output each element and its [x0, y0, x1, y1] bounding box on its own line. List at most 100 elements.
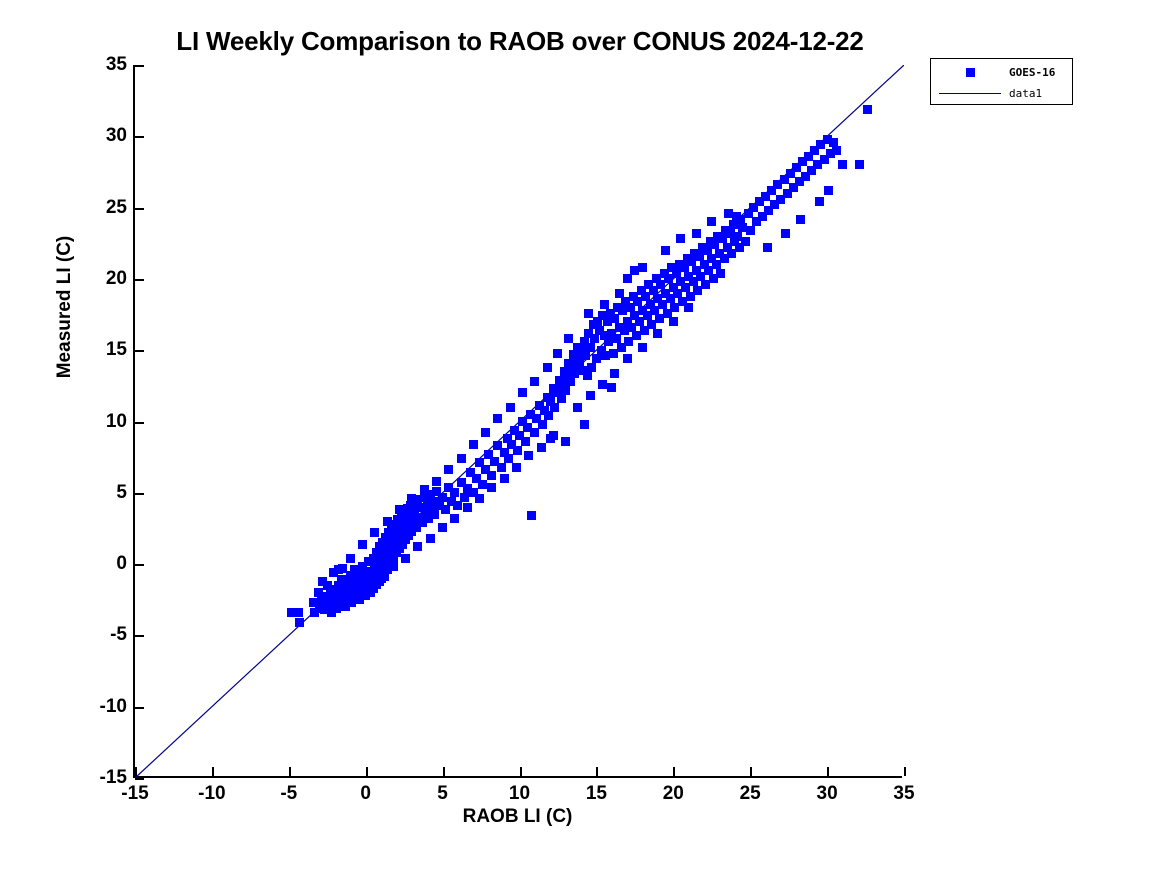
scatter-point	[725, 228, 735, 238]
scatter-point	[837, 160, 847, 170]
scatter-point	[376, 553, 386, 563]
scatter-point	[571, 354, 581, 364]
scatter-point	[339, 602, 349, 612]
scatter-point	[684, 302, 694, 312]
scatter-point	[553, 348, 563, 358]
scatter-point	[338, 563, 348, 573]
scatter-point	[638, 262, 648, 272]
scatter-point	[676, 277, 686, 287]
scatter-point	[565, 377, 575, 387]
y-axis-tick	[135, 421, 144, 424]
legend-label-goes16: GOES-16	[1009, 65, 1056, 79]
y-axis-tick	[135, 136, 144, 139]
scatter-point	[734, 243, 744, 253]
scatter-point	[487, 471, 497, 481]
scatter-point	[551, 388, 561, 398]
scatter-point	[462, 502, 472, 512]
scatter-point	[693, 285, 703, 295]
scatter-point	[438, 522, 448, 532]
scatter-point	[499, 448, 509, 458]
scatter-point	[676, 234, 686, 244]
scatter-point	[585, 342, 595, 352]
scatter-point	[401, 553, 411, 563]
scatter-point	[770, 200, 780, 210]
scatter-point	[468, 488, 478, 498]
legend-square-marker-icon	[931, 67, 1009, 77]
scatter-point	[724, 208, 734, 218]
scatter-point	[741, 237, 751, 247]
scatter-point	[504, 454, 514, 464]
scatter-point	[616, 342, 626, 352]
scatter-point	[411, 522, 421, 532]
scatter-point	[610, 368, 620, 378]
scatter-point	[487, 482, 497, 492]
scatter-point	[578, 365, 588, 375]
scatter-point	[521, 436, 531, 446]
scatter-point	[415, 512, 425, 522]
scatter-point	[579, 419, 589, 429]
scatter-point	[591, 354, 601, 364]
scatter-point	[862, 104, 872, 114]
scatter-point	[364, 582, 374, 592]
scatter-point	[593, 317, 603, 327]
scatter-point	[561, 385, 571, 395]
scatter-point	[447, 496, 457, 506]
scatter-point	[376, 573, 386, 583]
scatter-point	[574, 359, 584, 369]
y-axis-tick	[135, 65, 144, 67]
scatter-point	[428, 496, 438, 506]
scatter-point	[418, 518, 428, 528]
scatter-point	[581, 351, 591, 361]
x-axis-tick	[211, 767, 214, 776]
scatter-point	[668, 282, 678, 292]
x-axis-tick	[288, 767, 291, 776]
scatter-point	[453, 501, 463, 511]
scatter-point	[558, 379, 568, 389]
scatter-point	[315, 603, 325, 613]
scatter-point	[585, 391, 595, 401]
scatter-point	[410, 506, 420, 516]
scatter-point	[659, 268, 669, 278]
scatter-point	[782, 188, 792, 198]
scatter-point	[719, 254, 729, 264]
scatter-point	[333, 580, 343, 590]
scatter-point	[527, 511, 537, 521]
scatter-point	[824, 185, 834, 195]
scatter-point	[456, 454, 466, 464]
scatter-point	[342, 578, 352, 588]
scatter-point	[388, 562, 398, 572]
x-axis-tick-label: 25	[739, 783, 761, 804]
scatter-point	[570, 368, 580, 378]
legend-entry-data1[interactable]: data1	[931, 82, 1072, 104]
scatter-point	[345, 553, 355, 563]
scatter-point	[674, 260, 684, 270]
scatter-point	[493, 441, 503, 451]
scatter-point	[671, 268, 681, 278]
legend-entry-goes16[interactable]: GOES-16	[931, 61, 1072, 83]
x-axis-tick-label: 0	[360, 783, 371, 804]
scatter-point	[287, 608, 297, 618]
y-axis-tick	[135, 350, 144, 353]
scatter-point	[496, 462, 506, 472]
scatter-point	[425, 489, 435, 499]
scatter-point	[684, 271, 694, 281]
scatter-point	[733, 231, 743, 241]
scatter-point	[378, 538, 388, 548]
scatter-point	[607, 382, 617, 392]
scatter-point	[718, 234, 728, 244]
scatter-point	[475, 494, 484, 503]
scatter-point	[779, 174, 789, 184]
scatter-point	[544, 411, 554, 421]
scatter-point	[530, 377, 540, 387]
scatter-point	[696, 271, 706, 281]
scatter-point	[598, 311, 608, 321]
scatter-point	[618, 305, 628, 315]
scatter-point	[531, 414, 541, 424]
scatter-point	[679, 262, 689, 272]
scatter-point	[318, 576, 328, 586]
scatter-point	[313, 588, 323, 598]
scatter-point	[471, 474, 481, 484]
scatter-point	[511, 462, 521, 472]
scatter-point	[751, 217, 761, 227]
scatter-point	[599, 331, 609, 341]
